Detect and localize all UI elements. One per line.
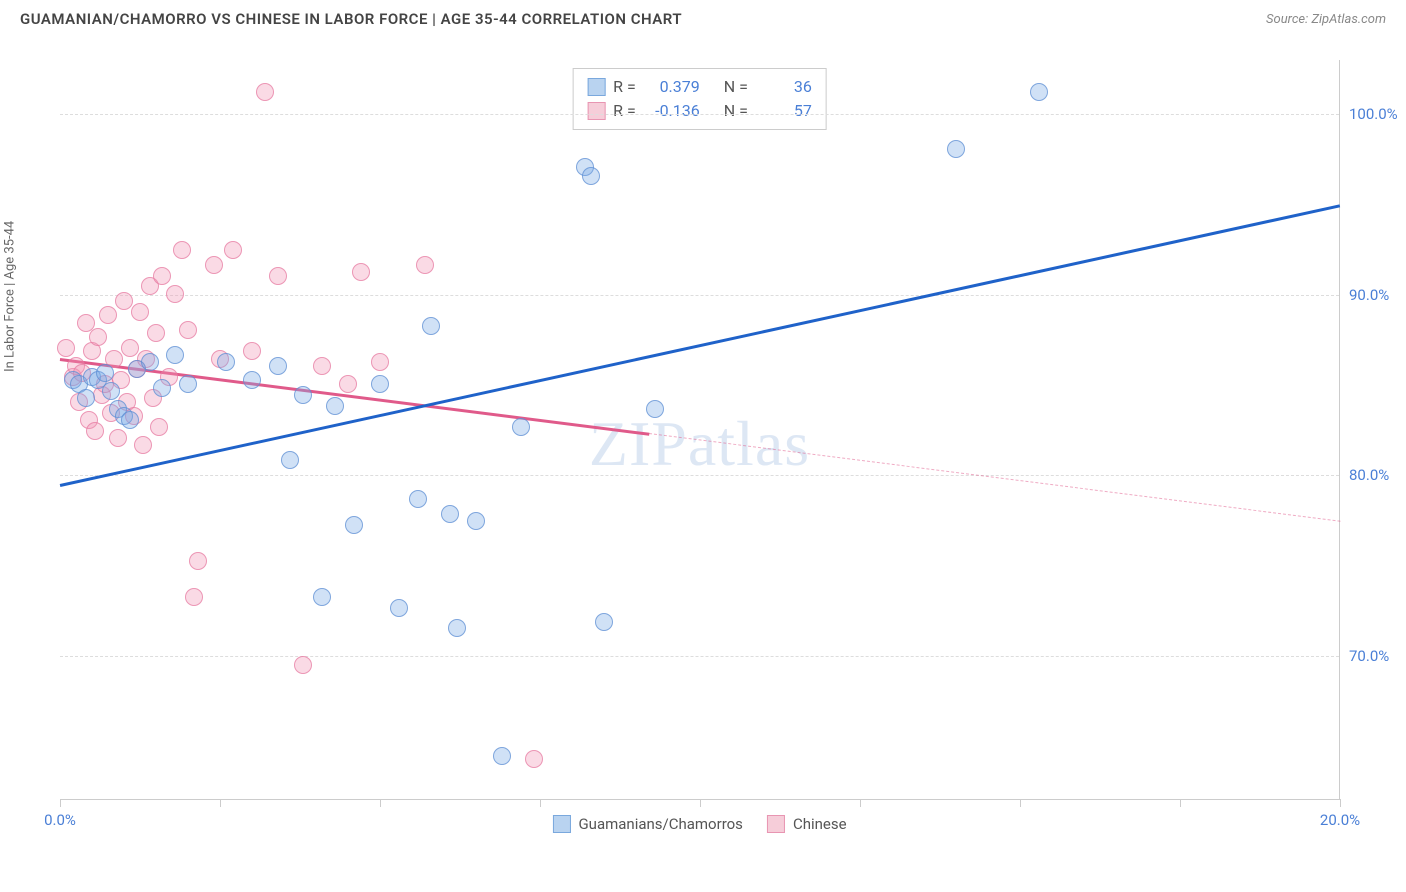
x-tick — [1180, 799, 1181, 807]
data-point — [243, 342, 261, 360]
data-point — [269, 267, 287, 285]
data-point — [185, 588, 203, 606]
data-point — [243, 371, 261, 389]
data-point — [166, 285, 184, 303]
data-point — [57, 339, 75, 357]
y-tick-label: 80.0% — [1349, 466, 1406, 484]
data-point — [150, 418, 168, 436]
data-point — [467, 512, 485, 530]
gridline — [60, 114, 1339, 115]
data-point — [448, 619, 466, 637]
data-point — [153, 267, 171, 285]
data-point — [371, 353, 389, 371]
data-point — [77, 314, 95, 332]
x-tick — [1340, 799, 1341, 807]
data-point — [77, 389, 95, 407]
data-point — [121, 339, 139, 357]
watermark: ZIPatlas — [589, 407, 810, 481]
gridline — [60, 295, 1339, 296]
data-point — [422, 317, 440, 335]
data-point — [89, 328, 107, 346]
series-a-swatch — [587, 78, 605, 96]
gridline — [60, 475, 1339, 476]
data-point — [134, 436, 152, 454]
x-tick — [60, 799, 61, 807]
data-point — [269, 357, 287, 375]
series-a-name: Guamanians/Chamorros — [578, 815, 742, 833]
data-point — [525, 750, 543, 768]
data-point — [102, 382, 120, 400]
data-point — [99, 306, 117, 324]
data-point — [294, 386, 312, 404]
series-b-swatch — [587, 102, 605, 120]
data-point — [281, 451, 299, 469]
data-point — [512, 418, 530, 436]
data-point — [166, 346, 184, 364]
data-point — [173, 241, 191, 259]
data-point — [646, 400, 664, 418]
data-point — [326, 397, 344, 415]
data-point — [205, 256, 223, 274]
x-tick — [540, 799, 541, 807]
x-tick — [1020, 799, 1021, 807]
data-point — [224, 241, 242, 259]
data-point — [352, 263, 370, 281]
y-tick-label: 100.0% — [1349, 105, 1406, 123]
data-point — [217, 353, 235, 371]
data-point — [595, 613, 613, 631]
data-point — [147, 324, 165, 342]
correlation-legend: R = 0.379 N = 36 R = -0.136 N = 57 — [572, 68, 827, 130]
y-axis-label: In Labor Force | Age 35-44 — [3, 221, 18, 372]
data-point — [339, 375, 357, 393]
source-label: Source: ZipAtlas.com — [1266, 12, 1386, 27]
data-point — [582, 167, 600, 185]
x-tick — [860, 799, 861, 807]
data-point — [441, 505, 459, 523]
data-point — [947, 140, 965, 158]
plot-area: ZIPatlas R = 0.379 N = 36 R = -0.136 N =… — [60, 60, 1340, 800]
data-point — [131, 303, 149, 321]
data-point — [371, 375, 389, 393]
data-point — [493, 747, 511, 765]
x-tick — [220, 799, 221, 807]
data-point — [179, 375, 197, 393]
data-point — [294, 656, 312, 674]
trend-line — [649, 433, 1340, 522]
data-point — [409, 490, 427, 508]
data-point — [115, 292, 133, 310]
data-point — [121, 411, 139, 429]
data-point — [96, 364, 114, 382]
data-point — [109, 429, 127, 447]
series-legend: Guamanians/Chamorros Chinese — [552, 815, 846, 833]
x-tick — [380, 799, 381, 807]
series-b-swatch — [767, 815, 785, 833]
series-a-swatch — [552, 815, 570, 833]
data-point — [345, 516, 363, 534]
data-point — [256, 83, 274, 101]
x-tick — [700, 799, 701, 807]
data-point — [390, 599, 408, 617]
data-point — [313, 357, 331, 375]
y-tick-label: 90.0% — [1349, 286, 1406, 304]
chart-container: In Labor Force | Age 35-44 ZIPatlas R = … — [20, 40, 1386, 840]
x-tick-label: 20.0% — [1320, 811, 1360, 829]
gridline — [60, 656, 1339, 657]
data-point — [189, 552, 207, 570]
chart-title: GUAMANIAN/CHAMORRO VS CHINESE IN LABOR F… — [20, 10, 682, 28]
data-point — [313, 588, 331, 606]
data-point — [141, 353, 159, 371]
data-point — [86, 422, 104, 440]
data-point — [179, 321, 197, 339]
y-tick-label: 70.0% — [1349, 647, 1406, 665]
x-tick-label: 0.0% — [44, 811, 76, 829]
series-b-name: Chinese — [793, 815, 847, 833]
data-point — [1030, 83, 1048, 101]
data-point — [153, 379, 171, 397]
data-point — [416, 256, 434, 274]
